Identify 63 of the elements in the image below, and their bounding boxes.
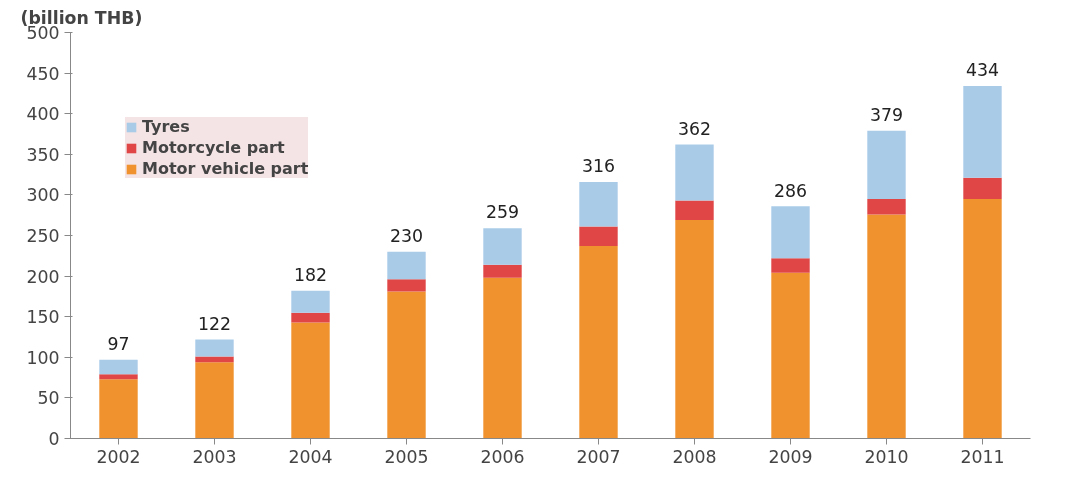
bar (99, 359, 138, 375)
y-tick-label: 400 (26, 104, 60, 125)
y-tick-label: 450 (26, 63, 60, 84)
x-tick-label: 2004 (288, 446, 333, 467)
y-tick-label: 0 (48, 429, 60, 449)
bar (675, 144, 714, 201)
bar (483, 228, 522, 265)
bar (387, 279, 426, 292)
bar (867, 198, 906, 215)
bar (771, 258, 810, 273)
x-tick-label: 2010 (864, 446, 909, 467)
total-label: 230 (389, 226, 424, 246)
bar (675, 200, 714, 221)
x-tick-label: 2008 (672, 446, 717, 467)
x-tick-label: 2005 (384, 446, 429, 467)
y-tick-label: 50 (37, 388, 60, 409)
total-label: 122 (197, 313, 232, 334)
legend-label: Tyres (142, 117, 190, 136)
x-tick-label: 2007 (576, 446, 621, 467)
total-label: 316 (581, 156, 616, 177)
bar (579, 181, 618, 227)
bar (195, 339, 234, 357)
bar (291, 312, 330, 323)
total-label: 379 (869, 105, 904, 126)
x-tick-label: 2002 (96, 446, 141, 467)
bar (195, 356, 234, 363)
y-tick-label: 100 (26, 347, 60, 368)
bar (771, 272, 810, 439)
x-tick-label: 2006 (480, 446, 525, 467)
bar (867, 130, 906, 199)
legend-label: Motorcycle part (142, 138, 285, 157)
y-tick-label: 300 (26, 185, 60, 206)
y-tick-label: 250 (26, 226, 60, 246)
legend-label: Motor vehicle part (142, 159, 309, 178)
bar (963, 177, 1002, 199)
y-tick-label: 150 (26, 307, 60, 328)
bar (867, 214, 906, 439)
bar (675, 220, 714, 439)
bar (963, 86, 1002, 178)
bar (387, 291, 426, 439)
x-tick-label: 2009 (768, 446, 813, 467)
bar (291, 290, 330, 313)
bar (963, 198, 1002, 439)
y-tick-label: 350 (26, 144, 60, 165)
y-tick-label: 200 (26, 266, 60, 287)
bar (99, 379, 138, 439)
total-label: 434 (965, 60, 1000, 81)
total-label: 97 (107, 333, 130, 354)
bar (579, 246, 618, 439)
x-tick-label: 2003 (192, 446, 237, 467)
total-label: 259 (485, 202, 520, 223)
bar (771, 206, 810, 259)
bar (195, 362, 234, 439)
bar (291, 322, 330, 439)
bar (483, 277, 522, 439)
bar (483, 264, 522, 278)
bar (579, 226, 618, 247)
total-label: 286 (773, 180, 808, 201)
x-tick-label: 2011 (960, 446, 1005, 467)
total-label: 362 (677, 118, 712, 139)
total-label: 182 (293, 264, 328, 285)
bar (387, 251, 426, 280)
bar (99, 374, 138, 380)
